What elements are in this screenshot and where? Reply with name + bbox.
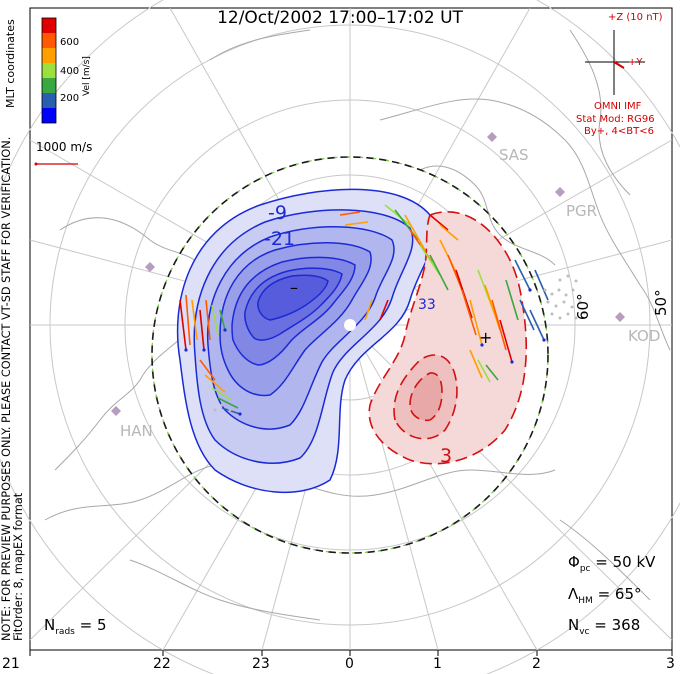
map-title: 12/Oct/2002 17:00–17:02 UT xyxy=(217,8,463,28)
station-markers xyxy=(111,132,625,416)
lambda-value: = 65° xyxy=(597,585,642,603)
velocity-vectors xyxy=(179,204,549,415)
vector-count: Nvc = 368 xyxy=(568,616,640,637)
nrads-value: = 5 xyxy=(79,616,107,634)
color-tick-600: 600 xyxy=(60,37,80,48)
color-scale xyxy=(41,17,57,124)
pole-marker xyxy=(344,319,356,331)
mlt-label-2: 2 xyxy=(532,656,541,672)
phi-sub: pc xyxy=(579,564,591,574)
mlt-label-3: 3 xyxy=(666,656,675,672)
mlt-ticks xyxy=(29,650,673,656)
nvc-value: = 368 xyxy=(594,616,641,634)
potential-min-marker: – xyxy=(290,278,298,297)
imf-condition: By+, 4<BT<6 xyxy=(584,126,654,137)
phi-value: = 50 kV xyxy=(595,553,656,571)
imf-source: OMNI IMF xyxy=(594,101,642,112)
potential-max-marker: + xyxy=(479,328,493,347)
fit-order-note: FitOrder: 8, mapEX format xyxy=(12,492,25,641)
imf-axis-z: +Z (10 nT) xyxy=(608,12,663,23)
scatter-cloud xyxy=(213,274,586,412)
color-scale-unit: Vel [m/s] xyxy=(82,56,92,96)
negative-potential-cell xyxy=(176,188,436,494)
hm-latitude: ΛHM = 65° xyxy=(568,585,642,606)
nrads-symbol: N xyxy=(44,616,56,634)
contour-label-neg9: -9 xyxy=(268,202,287,224)
station-han: HAN xyxy=(120,422,153,440)
cross-polar-potential: Φpc = 50 kV xyxy=(568,553,655,574)
mlt-label-22: 22 xyxy=(153,656,171,672)
phi-symbol: Φ xyxy=(568,553,580,571)
lambda-symbol: Λ xyxy=(568,585,579,603)
nvc-sub: vc xyxy=(579,627,590,637)
plot-frame xyxy=(29,7,673,651)
station-sas: SAS xyxy=(499,146,529,164)
imf-model: Stat Mod: RG96 xyxy=(576,114,655,125)
contour-label-33: 33 xyxy=(418,297,436,313)
mlt-label-23: 23 xyxy=(252,656,270,672)
positive-potential-cell xyxy=(368,211,528,465)
reference-vector-label: 1000 m/s xyxy=(36,140,93,154)
station-kod: KOD xyxy=(628,327,661,345)
reference-vector-origin xyxy=(34,162,38,166)
vector-footpoints xyxy=(184,288,546,416)
color-tick-200: 200 xyxy=(60,93,80,104)
radar-count: Nrads = 5 xyxy=(44,616,107,637)
station-pgr: PGR xyxy=(566,202,598,220)
contour-label-3: 3 xyxy=(440,445,453,467)
coordinates-label: MLT coordinates xyxy=(4,19,17,108)
imf-clock xyxy=(585,30,645,95)
mlt-label-0: 0 xyxy=(345,656,354,672)
mlt-label-1: 1 xyxy=(433,656,442,672)
nvc-symbol: N xyxy=(568,616,580,634)
nrads-sub: rads xyxy=(55,627,75,637)
lambda-sub: HM xyxy=(578,596,593,606)
latitude-label-60: 60° xyxy=(574,293,592,320)
contour-label-neg21: -21 xyxy=(264,228,296,250)
latitude-label-50: 50° xyxy=(652,289,670,316)
imf-axis-y: +Y xyxy=(628,57,643,68)
hm-boundary-green xyxy=(151,156,549,554)
color-tick-400: 400 xyxy=(60,66,80,77)
mlt-label-21: 21 xyxy=(2,656,20,672)
